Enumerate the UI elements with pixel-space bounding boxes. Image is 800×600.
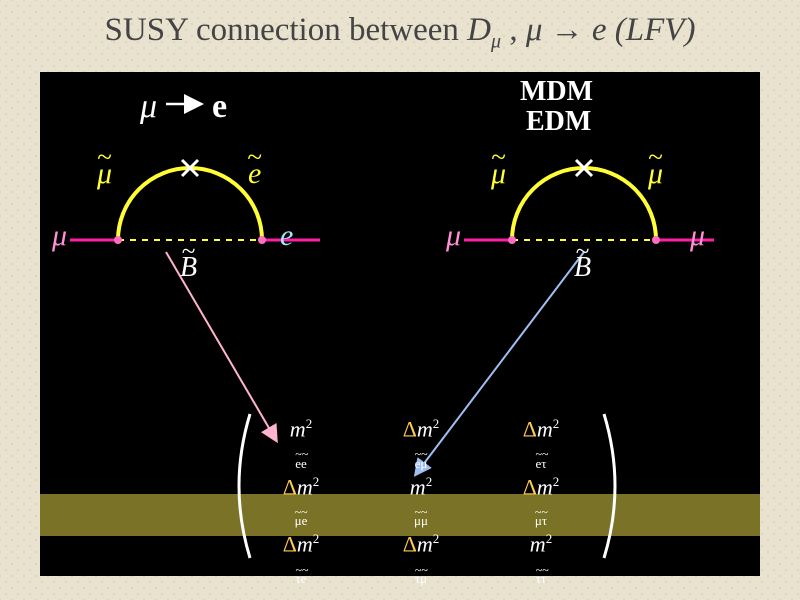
left-selectron: ~e (248, 157, 261, 191)
title-prefix: SUSY connection between (105, 12, 468, 48)
m-20: Δm2~~τe (260, 531, 342, 587)
right-vertex-1 (508, 236, 516, 244)
matrix-row-2: Δm2~~τe Δm2~~τμ m2~~ττ (260, 531, 582, 587)
matrix-paren-left (239, 414, 250, 558)
right-vertex-2 (652, 236, 660, 244)
mass-matrix: m2~~ee Δm2~~eμ Δm2~~eτ Δm2~~μe m2~~μμ Δm… (260, 414, 582, 589)
matrix-row-0: m2~~ee Δm2~~eμ Δm2~~eτ (260, 416, 582, 472)
title-decay: μ → e (526, 12, 607, 48)
left-vertex-2 (258, 236, 266, 244)
right-smuon-r: ~μ (648, 157, 663, 191)
left-header-e: e (212, 88, 227, 126)
matrix-row-1: Δm2~~μe m2~~μμ Δm2~~μτ (260, 474, 582, 530)
left-bino: ~B (180, 252, 197, 284)
title-D: D (467, 12, 491, 48)
left-out-e: e (280, 219, 293, 253)
left-smuon: ~μ (97, 157, 112, 191)
m-00: m2~~ee (260, 416, 342, 472)
left-vertex-1 (114, 236, 122, 244)
slide-background: SUSY connection between Dμ , μ → e (LFV) (0, 0, 800, 600)
slide-title: SUSY connection between Dμ , μ → e (LFV) (0, 12, 800, 54)
right-out-mu: μ (690, 219, 705, 253)
title-suffix: (LFV) (607, 12, 696, 48)
m-11: m2~~μμ (380, 474, 462, 530)
right-bino: ~B (574, 252, 591, 284)
title-mu-sub: μ (491, 31, 501, 53)
matrix-paren-right (604, 414, 615, 558)
m-02: Δm2~~eτ (500, 416, 582, 472)
m-21: Δm2~~τμ (380, 531, 462, 587)
left-slepton-arc (118, 168, 262, 240)
right-in-mu: μ (446, 219, 461, 253)
left-header-mu: μ (140, 88, 157, 126)
m-12: Δm2~~μτ (500, 474, 582, 530)
m-01: Δm2~~eμ (380, 416, 462, 472)
left-in-mu: μ (52, 219, 67, 253)
right-header-edm: EDM (526, 106, 591, 138)
m-22: m2~~ττ (500, 531, 582, 587)
right-header-mdm: MDM (520, 76, 593, 108)
right-slepton-arc (512, 168, 656, 240)
m-10: Δm2~~μe (260, 474, 342, 530)
right-smuon-l: ~μ (491, 157, 506, 191)
title-sep: , (501, 12, 526, 48)
